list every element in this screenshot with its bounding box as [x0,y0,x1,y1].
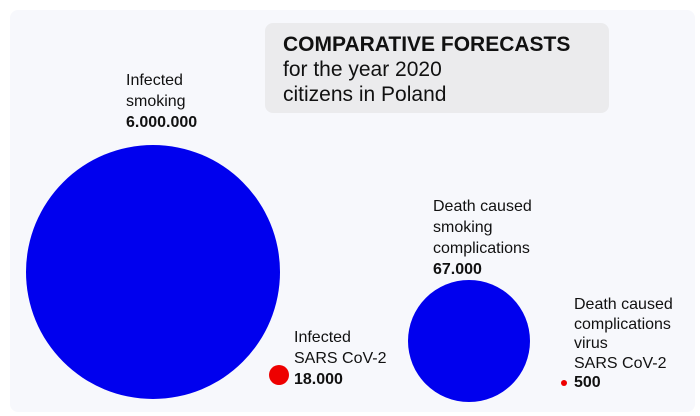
value-label: 18.000 [294,371,343,388]
label-death-smoking: Death caused smoking complications 67.00… [433,196,532,280]
bubble-death-smoking [408,280,530,402]
label-line: virus [574,335,608,352]
label-infected-smoking: Infected smoking 6.000.000 [126,70,197,133]
value-label: 500 [574,374,601,391]
label-line: SARS CoV-2 [574,354,667,372]
value-label: 67.000 [433,261,482,278]
chart-subtitle-line-1: for the year 2020 [283,58,442,81]
label-death-sars: Death caused complications virus SARS Co… [574,295,673,393]
chart-title: COMPARATIVE FORECASTS [283,33,571,56]
bubble-infected-sars [269,365,289,385]
bubble-infected-smoking [26,145,280,399]
title-box: COMPARATIVE FORECASTS for the year 2020 … [265,23,609,113]
value-label: 6.000.000 [126,114,198,131]
label-line: Infected [294,329,351,346]
label-line: smoking [126,93,186,110]
bubble-death-sars [561,380,567,386]
label-line: Infected [126,72,183,89]
label-line: Death caused [433,198,532,215]
label-line: SARS CoV-2 [294,350,387,367]
label-line: Death caused [574,296,673,313]
label-infected-sars: Infected SARS CoV-2 18.000 [294,327,386,390]
label-line: smoking [433,219,493,236]
label-line: complications [574,315,671,333]
chart-subtitle-line-2: citizens in Poland [283,83,447,106]
label-line: complications [433,240,530,257]
